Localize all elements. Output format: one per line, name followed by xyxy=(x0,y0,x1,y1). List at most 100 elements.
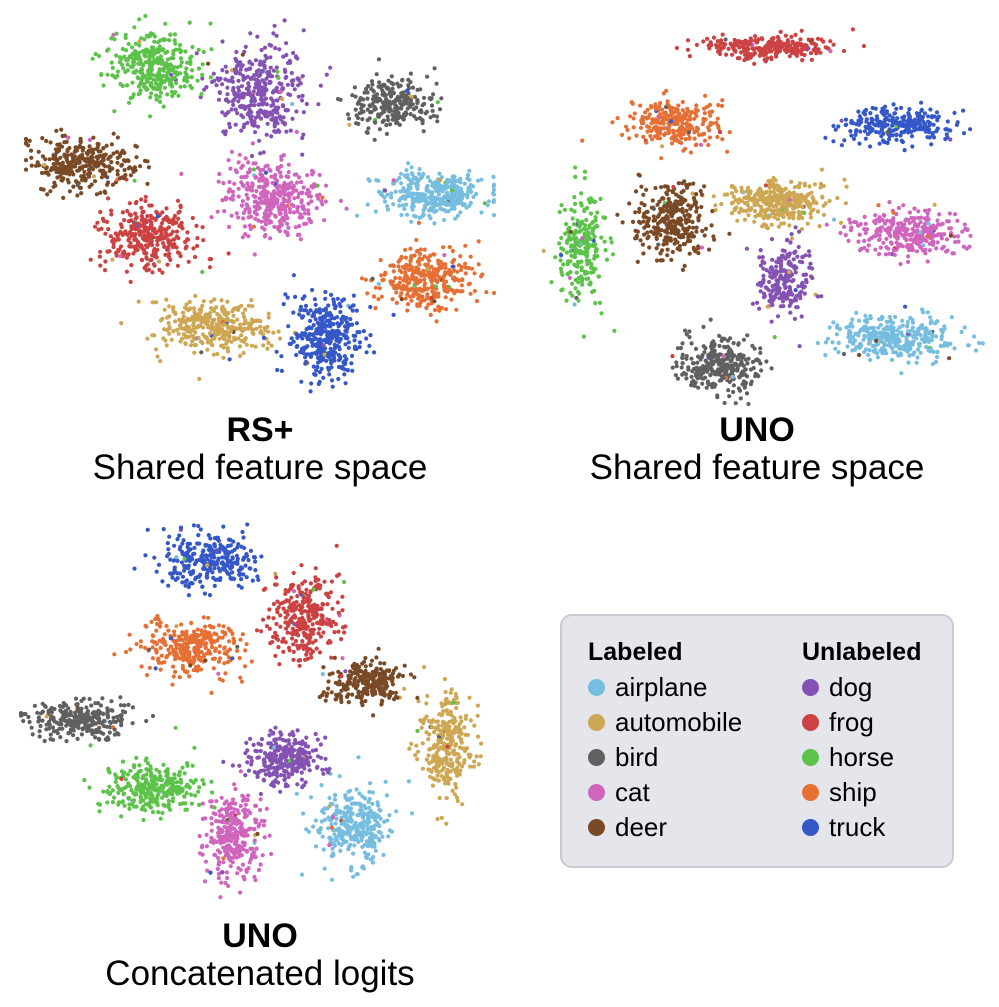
point-deer xyxy=(84,163,89,168)
point-truck xyxy=(289,336,294,341)
point-deer xyxy=(43,157,48,162)
point-truck xyxy=(316,381,321,387)
uno-shared-scatter-svg xyxy=(541,27,985,407)
point-bird xyxy=(701,324,706,329)
point-cat xyxy=(269,174,274,179)
point-bird xyxy=(738,352,743,357)
point-cat xyxy=(226,158,231,163)
point-cat xyxy=(239,180,244,185)
point-automobile xyxy=(787,223,792,228)
point-cat xyxy=(275,198,280,203)
point-automobile xyxy=(214,305,219,310)
point-cat xyxy=(960,229,965,234)
point-airplane xyxy=(885,331,890,336)
point-ship xyxy=(394,290,399,295)
point-cat xyxy=(282,218,287,223)
point-horse xyxy=(159,77,164,82)
point-frog xyxy=(144,233,149,238)
point-dog xyxy=(202,87,207,92)
point-horse xyxy=(137,43,142,48)
point-airplane xyxy=(435,202,440,208)
point-truck xyxy=(328,320,333,325)
point-horse xyxy=(195,78,200,83)
point-frog xyxy=(102,219,107,224)
point-horse xyxy=(209,47,214,52)
point-automobile xyxy=(739,198,744,204)
point-cat xyxy=(221,181,226,186)
point-bird xyxy=(708,373,713,378)
point-bird xyxy=(376,84,381,89)
point-bird xyxy=(356,121,361,126)
point-cat xyxy=(298,212,303,217)
point-airplane xyxy=(888,319,893,324)
point-automobile xyxy=(207,331,213,336)
point-deer xyxy=(675,199,680,204)
point-airplane xyxy=(926,221,931,226)
point-dog xyxy=(242,104,247,109)
point-automobile xyxy=(223,311,228,316)
point-automobile xyxy=(225,332,230,337)
point-airplane xyxy=(409,219,414,224)
point-cat xyxy=(898,221,904,226)
point-frog xyxy=(186,259,191,264)
point-ship xyxy=(472,271,477,276)
point-cat xyxy=(258,184,263,189)
point-deer xyxy=(702,233,707,238)
point-bird xyxy=(711,339,716,344)
point-bird xyxy=(679,365,684,370)
point-automobile xyxy=(189,333,195,338)
point-truck xyxy=(285,295,290,300)
point-frog xyxy=(145,214,150,219)
point-horse xyxy=(171,52,176,57)
point-cat xyxy=(279,163,284,169)
point-airplane xyxy=(425,175,431,180)
point-dog xyxy=(271,102,276,107)
point-cat xyxy=(309,199,314,204)
point-bird xyxy=(358,96,363,101)
point-horse xyxy=(251,167,257,172)
point-bird xyxy=(371,88,376,93)
point-horse xyxy=(170,93,175,99)
point-deer xyxy=(678,235,683,240)
point-truck xyxy=(294,331,299,337)
point-airplane xyxy=(454,201,459,206)
point-horse xyxy=(158,48,163,53)
point-airplane xyxy=(905,319,910,324)
point-bird xyxy=(721,375,726,380)
point-deer xyxy=(662,219,667,225)
point-automobile xyxy=(774,183,779,188)
point-ship xyxy=(448,272,453,278)
point-dog xyxy=(223,113,228,118)
point-truck xyxy=(343,342,348,347)
point-ship xyxy=(430,283,435,288)
point-frog xyxy=(147,203,152,208)
point-deer xyxy=(90,167,96,172)
point-bird xyxy=(369,79,375,84)
point-airplane xyxy=(871,334,876,339)
point-deer xyxy=(206,61,211,66)
point-automobile xyxy=(729,191,735,196)
point-frog xyxy=(185,230,190,235)
point-truck xyxy=(318,310,323,315)
point-deer xyxy=(643,215,649,220)
point-ship xyxy=(443,265,448,270)
point-airplane xyxy=(927,315,933,320)
point-bird xyxy=(359,106,364,111)
point-cat xyxy=(300,190,305,195)
point-truck xyxy=(348,305,353,310)
point-deer xyxy=(664,213,669,219)
point-horse xyxy=(132,178,137,183)
point-bird xyxy=(400,77,405,82)
point-cat xyxy=(847,217,852,222)
point-dog xyxy=(264,87,269,92)
point-airplane xyxy=(912,350,917,355)
point-airplane xyxy=(945,341,950,346)
point-ship xyxy=(436,304,441,309)
point-automobile xyxy=(254,326,259,331)
point-dog xyxy=(262,59,267,64)
point-truck xyxy=(281,302,286,307)
point-ship xyxy=(401,278,406,283)
point-automobile xyxy=(745,188,750,194)
point-cat xyxy=(256,218,261,223)
point-deer xyxy=(652,217,658,223)
